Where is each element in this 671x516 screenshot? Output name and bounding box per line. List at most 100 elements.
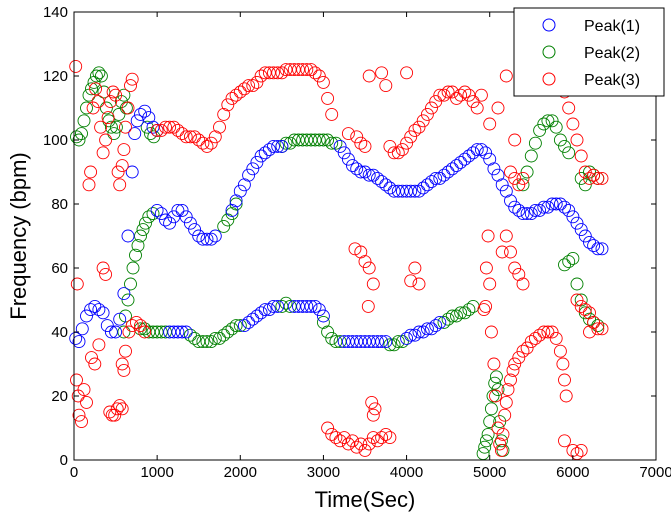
point-series-3-199	[566, 117, 580, 131]
point-series-3-192	[508, 261, 522, 275]
point-series-3-65	[225, 91, 239, 105]
point-series-3-157	[491, 421, 505, 435]
point-series-2-12	[99, 101, 113, 115]
point-series-2-50	[213, 331, 226, 345]
point-series-2-64	[292, 133, 305, 147]
point-series-3-92	[329, 431, 343, 445]
point-series-3-55	[183, 130, 197, 144]
point-series-1-46	[242, 168, 256, 182]
point-series-2-114	[545, 114, 559, 128]
point-series-2-73	[329, 136, 343, 150]
point-series-3-126	[400, 136, 414, 150]
point-series-2-51	[217, 328, 231, 342]
point-series-3-122	[383, 139, 397, 153]
point-series-3-153	[483, 277, 497, 291]
point-series-1-104	[466, 146, 480, 160]
point-series-1-36	[188, 223, 202, 237]
point-series-2-70	[316, 133, 330, 147]
point-series-3-99	[358, 443, 372, 457]
point-series-3-98	[354, 437, 368, 451]
point-series-1-37	[192, 229, 206, 243]
point-series-2-96	[479, 434, 493, 448]
point-series-1-5	[88, 299, 102, 313]
point-series-2-79	[325, 331, 339, 345]
point-series-3-27	[125, 72, 139, 86]
point-series-3-120	[375, 66, 389, 80]
point-series-1-83	[379, 178, 393, 192]
point-series-2-72	[325, 136, 339, 150]
point-series-2-80	[329, 335, 343, 349]
point-series-3-36	[110, 402, 124, 416]
point-series-1-32	[171, 203, 185, 217]
point-series-3-189	[495, 245, 509, 259]
point-series-1-62	[267, 299, 280, 313]
point-series-3-175	[545, 325, 559, 339]
point-series-2-117	[558, 139, 571, 153]
point-series-1-47	[246, 162, 260, 176]
point-series-1-19	[142, 111, 156, 125]
point-series-3-174	[541, 325, 555, 339]
point-series-3-67	[233, 85, 247, 99]
point-series-1-27	[150, 203, 164, 217]
point-series-3-51	[167, 120, 181, 134]
point-series-2-55	[233, 319, 247, 333]
point-series-2-101	[488, 376, 502, 390]
point-series-3-170	[524, 335, 538, 349]
point-series-3-62	[213, 120, 226, 134]
point-series-1-98	[441, 165, 455, 179]
point-series-2-65	[296, 133, 310, 147]
point-series-1-13	[121, 229, 135, 243]
point-series-1-64	[287, 299, 301, 313]
point-series-3-47	[150, 123, 164, 137]
point-series-3-48	[154, 123, 168, 137]
point-series-3-177	[553, 344, 567, 358]
point-series-3-149	[477, 303, 491, 317]
point-series-3-173	[537, 325, 551, 339]
point-series-1-100	[450, 159, 463, 173]
point-series-1-118	[524, 207, 538, 221]
point-series-1-116	[516, 207, 530, 221]
point-series-3-160	[496, 427, 510, 441]
point-series-2-32	[146, 207, 160, 221]
point-series-3-184	[504, 165, 517, 179]
point-series-3-49	[159, 120, 172, 134]
point-series-1-132	[583, 235, 596, 249]
point-series-3-40	[117, 363, 131, 377]
point-series-2-99	[484, 402, 498, 416]
point-series-3-9	[84, 165, 98, 179]
point-series-1-30	[163, 216, 177, 230]
point-series-3-139	[454, 88, 468, 102]
point-series-3-178	[556, 357, 570, 371]
point-series-3-34	[105, 408, 119, 422]
point-series-2-118	[562, 146, 576, 160]
point-series-1-112	[499, 184, 513, 198]
point-series-1-4	[84, 303, 98, 317]
point-series-1-43	[229, 194, 243, 208]
point-series-3-89	[325, 107, 339, 121]
point-series-2-6	[85, 82, 98, 96]
point-series-3-186	[512, 178, 526, 192]
point-series-3-12	[91, 95, 105, 109]
point-series-3-136	[441, 85, 455, 99]
point-series-3-101	[366, 431, 380, 445]
point-series-1-15	[128, 127, 142, 141]
point-series-3-128	[408, 123, 422, 137]
point-series-2-68	[308, 133, 322, 147]
point-series-3-116	[350, 130, 364, 144]
point-series-3-52	[171, 123, 185, 137]
series-1	[69, 104, 609, 349]
point-series-3-176	[549, 331, 563, 345]
point-series-1-131	[578, 229, 592, 243]
point-series-2-30	[139, 216, 152, 230]
point-series-1-78	[358, 165, 372, 179]
point-series-3-129	[412, 120, 426, 134]
point-series-3-115	[341, 127, 355, 141]
point-series-2-95	[478, 440, 492, 454]
point-series-3-145	[400, 66, 414, 80]
point-series-2-90	[454, 306, 468, 320]
point-series-1-40	[204, 232, 218, 246]
point-series-1-9	[104, 325, 118, 339]
point-series-1-72	[333, 139, 347, 153]
point-series-1-77	[354, 165, 368, 179]
point-series-2-54	[229, 319, 243, 333]
